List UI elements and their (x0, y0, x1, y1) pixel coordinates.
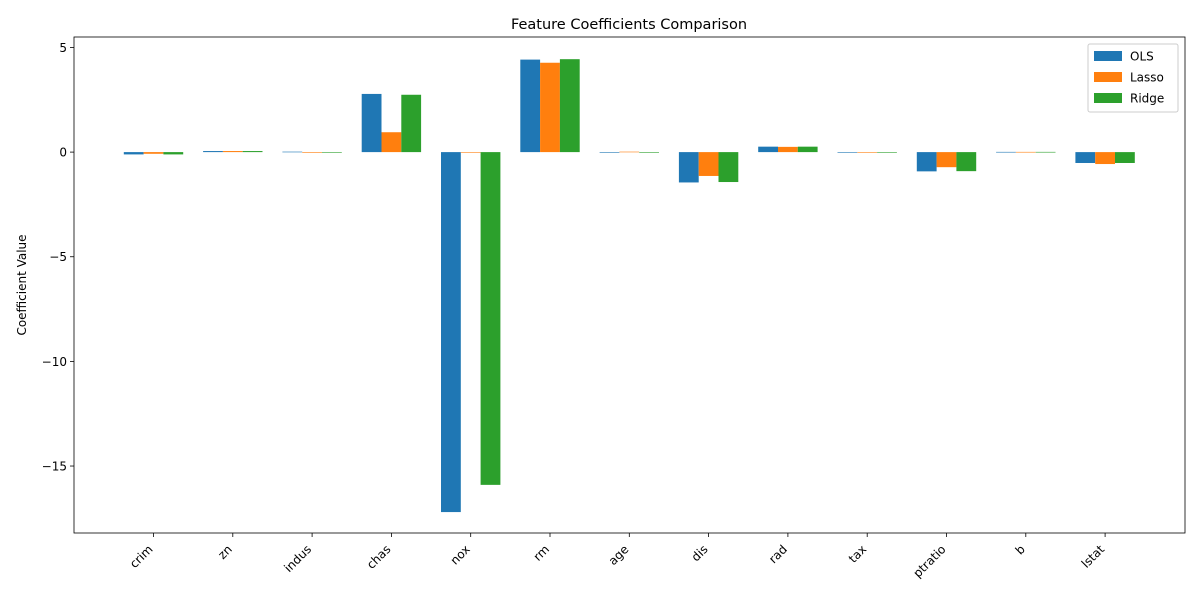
bar-ridge-dis (718, 152, 739, 183)
bar-ridge-indus (322, 152, 342, 153)
bar-ols-lstat (1075, 152, 1096, 163)
bar-ridge-b (1035, 151, 1056, 153)
bar-ols-rad (758, 146, 778, 153)
y-tick-label: −10 (42, 355, 67, 369)
bar-ridge-tax (877, 152, 897, 153)
bar-lasso-b (1015, 151, 1036, 153)
y-tick-label: 0 (59, 146, 67, 160)
bar-lasso-rm (540, 62, 560, 153)
bar-ridge-chas (401, 94, 422, 153)
y-tick-label: 5 (59, 41, 67, 55)
bar-lasso-age (619, 151, 640, 153)
bar-lasso-dis (698, 152, 719, 176)
bar-ols-rm (520, 59, 541, 153)
bar-ols-age (599, 152, 620, 153)
bar-lasso-ptratio (936, 152, 957, 168)
bar-lasso-tax (857, 152, 878, 153)
legend-swatch-ridge (1094, 93, 1122, 103)
bar-ridge-age (639, 152, 659, 153)
bar-ols-indus (282, 151, 303, 153)
bar-ridge-crim (163, 152, 184, 155)
y-axis-title: Coefficient Value (15, 234, 29, 335)
bar-ols-tax (837, 152, 858, 153)
legend-label-lasso: Lasso (1130, 71, 1164, 85)
bar-ridge-nox (480, 152, 501, 485)
legend-swatch-ols (1094, 51, 1122, 61)
bar-ols-ptratio (916, 152, 937, 172)
y-tick-label: −5 (49, 250, 67, 264)
legend-label-ols: OLS (1130, 50, 1154, 64)
bar-ols-dis (678, 152, 699, 183)
bar-ols-crim (123, 152, 144, 155)
bar-ridge-rad (797, 146, 818, 153)
bar-lasso-rad (778, 146, 798, 153)
bar-ols-zn (203, 151, 223, 153)
chart-title: Feature Coefficients Comparison (511, 17, 747, 33)
bar-ridge-rm (559, 59, 580, 153)
bar-ridge-zn (242, 151, 263, 153)
legend-swatch-lasso (1094, 72, 1122, 82)
bar-ridge-ptratio (956, 152, 977, 172)
bar-lasso-indus (302, 152, 322, 153)
bar-lasso-lstat (1095, 152, 1115, 165)
y-axis: 5 0 −5 −10 −15 (42, 41, 74, 474)
y-tick-label: −15 (42, 460, 67, 474)
bar-ridge-lstat (1115, 152, 1135, 163)
bar-lasso-nox (460, 152, 481, 153)
bar-ols-b (996, 151, 1016, 153)
bar-lasso-crim (143, 152, 164, 154)
bar-ols-chas (361, 93, 382, 153)
bar-lasso-zn (222, 151, 243, 153)
bar-lasso-chas (381, 132, 402, 153)
legend-label-ridge: Ridge (1130, 92, 1164, 106)
bar-ols-nox (441, 152, 461, 513)
legend: OLS Lasso Ridge (1087, 43, 1179, 113)
bars-group (123, 59, 1135, 513)
